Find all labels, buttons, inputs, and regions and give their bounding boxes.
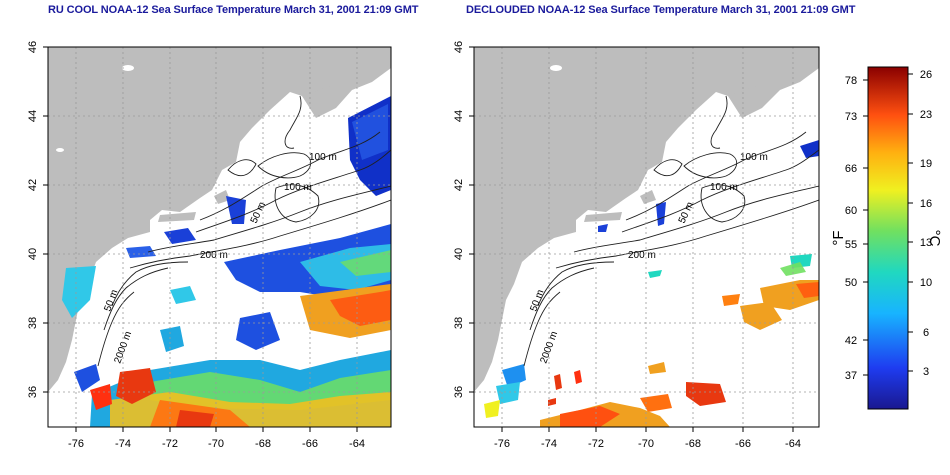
colorbar-f-tick: 66 [845, 163, 857, 175]
left-x-tick: -64 [349, 438, 365, 450]
colorbar-f-tick: 42 [845, 335, 857, 347]
right-x-tick: -68 [685, 438, 701, 450]
left-contour-label-2: 100 m [284, 182, 312, 193]
left-long-island [158, 212, 196, 222]
colorbar-f-tick: 78 [845, 75, 857, 87]
colorbar-f-tick: 73 [845, 111, 857, 123]
left-x-tick: -76 [68, 438, 84, 450]
colorbar-c-tick: 26 [920, 69, 932, 81]
right-gridlines [474, 47, 819, 427]
colorbar-c-tick: 19 [920, 158, 932, 170]
right-x-tick: -64 [785, 438, 801, 450]
left-y-tick: 36 [27, 386, 39, 398]
left-x-tick: -74 [115, 438, 131, 450]
left-y-tick: 46 [27, 41, 39, 53]
colorbar-f-tick: 50 [845, 277, 857, 289]
left-map-title: RU COOL NOAA-12 Sea Surface Temperature … [48, 4, 419, 16]
right-map-panel: 100 m 100 m 50 m 200 m 50 m 2000 m -76 - [453, 41, 820, 450]
colorbar-f-tick: 55 [845, 239, 857, 251]
colorbar-gradient [867, 66, 909, 410]
colorbar-c-tick: 23 [920, 109, 932, 121]
right-x-tick: -72 [588, 438, 604, 450]
colorbar-c-tick: 16 [920, 198, 932, 210]
right-x-tick: -66 [735, 438, 751, 450]
left-gridlines [48, 47, 391, 427]
colorbar: 78 73 66 60 55 50 42 37 26 23 19 16 13 1… [830, 66, 943, 410]
colorbar-fahrenheit-unit: °F [830, 230, 847, 245]
left-contour-label-1: 100 m [309, 152, 337, 163]
right-bathymetry-contours [523, 95, 819, 367]
left-nova-scotia [302, 86, 346, 112]
colorbar-c-tick: 6 [923, 327, 929, 339]
left-cape-cod [214, 190, 230, 204]
left-x-tick: -66 [302, 438, 318, 450]
left-bathymetry-contours [97, 95, 391, 367]
right-contour-label-2: 100 m [710, 182, 738, 193]
right-map-title: DECLOUDED NOAA-12 Sea Surface Temperatur… [466, 4, 856, 16]
left-y-tick: 40 [27, 248, 39, 260]
right-map-landmass [474, 47, 819, 392]
left-y-tick: 44 [27, 110, 39, 122]
left-x-tick: -72 [162, 438, 178, 450]
right-y-tick: 38 [453, 317, 465, 329]
left-map-frame [47, 46, 392, 428]
left-x-tick: -68 [255, 438, 271, 450]
colorbar-f-tick: 60 [845, 205, 857, 217]
right-contour-label-4: 200 m [628, 250, 656, 261]
left-y-tick: 42 [27, 179, 39, 191]
left-x-tick: -70 [208, 438, 224, 450]
colorbar-f-tick: 37 [845, 370, 857, 382]
right-x-tick: -76 [494, 438, 510, 450]
right-y-tick: 36 [453, 386, 465, 398]
right-y-tick: 46 [453, 41, 465, 53]
colorbar-c-tick: 13 [920, 237, 932, 249]
right-contour-label-1: 100 m [740, 152, 768, 163]
right-x-tick: -74 [541, 438, 557, 450]
right-y-tick: 42 [453, 179, 465, 191]
left-y-tick: 38 [27, 317, 39, 329]
right-x-tick: -70 [638, 438, 654, 450]
colorbar-c-tick: 3 [923, 366, 929, 378]
colorbar-c-tick: 10 [920, 277, 932, 289]
left-map-panel: 100 m 100 m 50 m 200 m 50 m 2000 m - [27, 41, 392, 450]
left-contour-label-4: 200 m [200, 250, 228, 261]
right-y-tick: 44 [453, 110, 465, 122]
right-y-tick: 40 [453, 248, 465, 260]
colorbar-celsius-unit: °C [926, 230, 943, 247]
left-map-landmass [48, 47, 391, 392]
